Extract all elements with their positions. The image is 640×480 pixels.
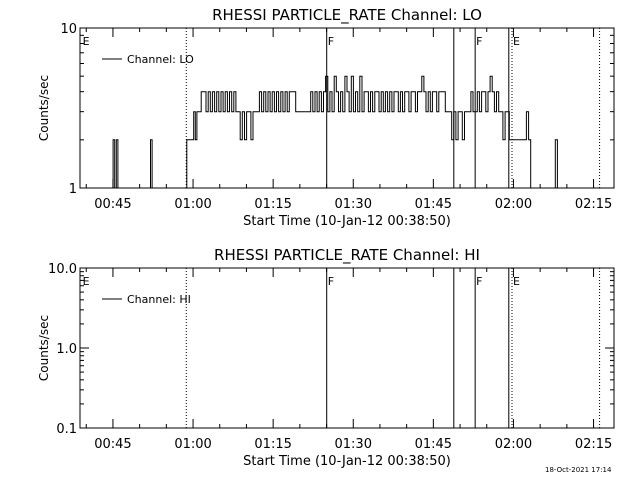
bottom-x-tick-label: 00:45 [94, 437, 131, 452]
bottom-y-tick-label: 0.1 [56, 422, 77, 437]
bottom-x-tick-label: 01:45 [415, 437, 452, 452]
bottom-event-marker-label: F [328, 275, 334, 288]
top-event-marker-label: F [328, 35, 334, 48]
bottom-event-marker-label: F [476, 275, 482, 288]
bottom-x-tick-label: 02:15 [575, 437, 612, 452]
top-x-tick-label: 02:15 [575, 197, 612, 212]
top-event-marker-label: F [476, 35, 482, 48]
bottom-x-tick-label: 01:00 [174, 437, 211, 452]
bottom-legend-label: Channel: HI [127, 293, 191, 306]
bottom-x-tick-label: 01:30 [335, 437, 372, 452]
top-y-tick-label: 1 [69, 182, 77, 197]
top-plot-frame [79, 27, 615, 189]
bottom-y-tick-label: 1.0 [56, 342, 77, 357]
bottom-y-axis-label: Counts/sec [37, 315, 51, 381]
bottom-chart-title: RHESSI PARTICLE_RATE Channel: HI [214, 246, 480, 265]
top-x-tick-label: 02:00 [495, 197, 532, 212]
bottom-plot-frame [79, 267, 615, 429]
top-x-tick-label: 01:15 [254, 197, 291, 212]
bottom-x-tick-label: 01:15 [254, 437, 291, 452]
top-y-axis-label: Counts/sec [37, 75, 51, 141]
top-event-marker-label: E [83, 35, 90, 48]
bottom-event-marker-label: E [83, 275, 90, 288]
top-x-tick-label: 01:00 [174, 197, 211, 212]
top-x-tick-label: 01:30 [335, 197, 372, 212]
top-chart-title: RHESSI PARTICLE_RATE Channel: LO [212, 6, 482, 25]
top-legend-label: Channel: LO [127, 53, 194, 66]
bottom-y-tick-label: 10.0 [48, 262, 77, 277]
top-x-axis-label: Start Time (10-Jan-12 00:38:50) [243, 214, 451, 229]
bottom-x-tick-label: 02:00 [495, 437, 532, 452]
footer-timestamp: 18-Oct-2021 17:14 [545, 466, 612, 474]
bottom-event-marker-label: E [513, 275, 520, 288]
bottom-x-axis-label: Start Time (10-Jan-12 00:38:50) [243, 454, 451, 469]
top-x-tick-label: 00:45 [94, 197, 131, 212]
top-series-line [111, 75, 558, 189]
top-x-tick-label: 01:45 [415, 197, 452, 212]
top-event-marker-label: E [513, 35, 520, 48]
top-y-tick-label: 10 [60, 22, 77, 37]
